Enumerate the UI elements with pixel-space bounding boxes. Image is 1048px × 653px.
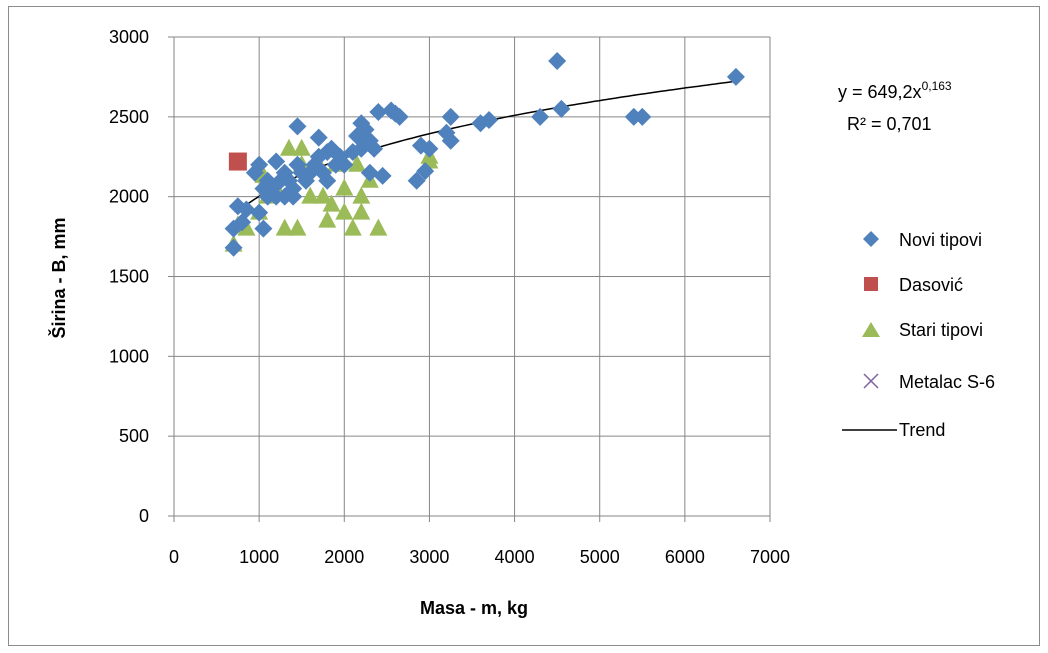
data-point-novi-tipovi (360, 163, 379, 182)
data-point-stari-tipovi (318, 210, 337, 228)
data-points (224, 51, 745, 257)
y-tick-labels: 0 500 1000 1500 2000 2500 3000 (109, 27, 149, 526)
data-point-novi-tipovi (552, 99, 571, 118)
legend-label: Dasović (899, 275, 963, 295)
grid-lines (174, 36, 771, 516)
legend: Novi tipovi Dasović Stari tipovi Metalac… (842, 230, 995, 440)
trend-equation: y = 649,2x0,163 R² = 0,701 (838, 79, 952, 134)
data-point-novi-tipovi (250, 155, 269, 174)
data-point-stari-tipovi (352, 186, 371, 204)
data-point-novi-tipovi (441, 107, 460, 126)
y-tick-label: 2000 (109, 187, 149, 207)
data-point-novi-tipovi (480, 111, 499, 130)
y-tick-label: 2500 (109, 107, 149, 127)
legend-label: Stari tipovi (899, 320, 983, 340)
data-point-stari-tipovi (292, 138, 311, 156)
legend-label: Metalac S-6 (899, 372, 995, 392)
data-point-novi-tipovi (284, 179, 303, 198)
data-point-stari-tipovi (288, 218, 307, 236)
trend-r-squared: R² = 0,701 (847, 114, 932, 134)
data-point-novi-tipovi (318, 171, 337, 190)
x-tick-label: 7000 (750, 547, 790, 567)
legend-item-metalac-s6: Metalac S-6 (863, 372, 995, 392)
data-point-stari-tipovi (348, 154, 367, 172)
x-axis-title: Masa - m, kg (420, 598, 528, 618)
chart-frame (8, 6, 1040, 646)
square-marker-icon (864, 277, 878, 291)
data-point-dasovic (228, 152, 247, 171)
trend-equation-line: y = 649,2x0,163 (838, 79, 952, 102)
data-point-stari-tipovi (322, 194, 341, 212)
data-point-stari-tipovi (237, 218, 256, 236)
x-tick-label: 0 (169, 547, 179, 567)
data-point-novi-tipovi (416, 162, 435, 181)
data-point-novi-tipovi (441, 131, 460, 150)
data-point-novi-tipovi (420, 139, 439, 158)
data-point-novi-tipovi (373, 166, 392, 185)
legend-label: Trend (899, 420, 945, 440)
data-point-stari-tipovi (275, 218, 294, 236)
data-point-novi-tipovi (531, 107, 550, 126)
legend-item-dasovic: Dasović (864, 275, 963, 295)
data-point-stari-tipovi (301, 186, 320, 204)
data-point-novi-tipovi (309, 128, 328, 147)
data-point-novi-tipovi (369, 103, 388, 122)
axes (168, 36, 771, 522)
data-point-stari-tipovi (343, 218, 362, 236)
data-point-stari-tipovi (335, 202, 354, 220)
x-marker-icon (863, 373, 879, 389)
data-point-novi-tipovi (633, 107, 652, 126)
x-tick-label: 2000 (324, 547, 364, 567)
y-tick-label: 500 (119, 426, 149, 446)
trend-equation-base: y = 649,2x (838, 82, 922, 102)
data-point-stari-tipovi (369, 218, 388, 236)
data-point-stari-tipovi (279, 138, 298, 156)
x-tick-label: 5000 (580, 547, 620, 567)
triangle-marker-icon (862, 322, 880, 337)
data-point-stari-tipovi (352, 202, 371, 220)
y-axis-title: Širina - B, mm (48, 217, 69, 338)
data-point-novi-tipovi (335, 155, 354, 174)
trend-equation-exponent: 0,163 (922, 79, 952, 93)
x-tick-label: 6000 (665, 547, 705, 567)
y-tick-label: 0 (139, 506, 149, 526)
x-tick-label: 1000 (239, 547, 279, 567)
data-point-stari-tipovi (335, 178, 354, 196)
data-point-novi-tipovi (254, 219, 273, 238)
x-tick-label: 4000 (495, 547, 535, 567)
data-point-novi-tipovi (726, 67, 745, 86)
data-point-novi-tipovi (237, 200, 256, 219)
data-point-novi-tipovi (548, 51, 567, 70)
data-point-novi-tipovi (365, 139, 384, 158)
diamond-marker-icon (863, 231, 879, 247)
y-tick-label: 1500 (109, 267, 149, 287)
data-point-novi-tipovi (288, 117, 307, 136)
y-tick-label: 3000 (109, 27, 149, 47)
x-tick-label: 3000 (409, 547, 449, 567)
data-point-novi-tipovi (267, 152, 286, 171)
legend-item-novi-tipovi: Novi tipovi (863, 230, 982, 250)
data-point-novi-tipovi (224, 238, 243, 257)
legend-item-trend: Trend (842, 420, 945, 440)
data-point-novi-tipovi (407, 171, 426, 190)
data-point-novi-tipovi (250, 203, 269, 222)
data-point-stari-tipovi (314, 186, 332, 204)
legend-item-stari-tipovi: Stari tipovi (862, 320, 983, 340)
x-tick-labels: 0 1000 2000 3000 4000 5000 6000 7000 (169, 547, 790, 567)
data-point-novi-tipovi (390, 107, 409, 126)
legend-label: Novi tipovi (899, 230, 982, 250)
y-tick-label: 1000 (109, 346, 149, 366)
